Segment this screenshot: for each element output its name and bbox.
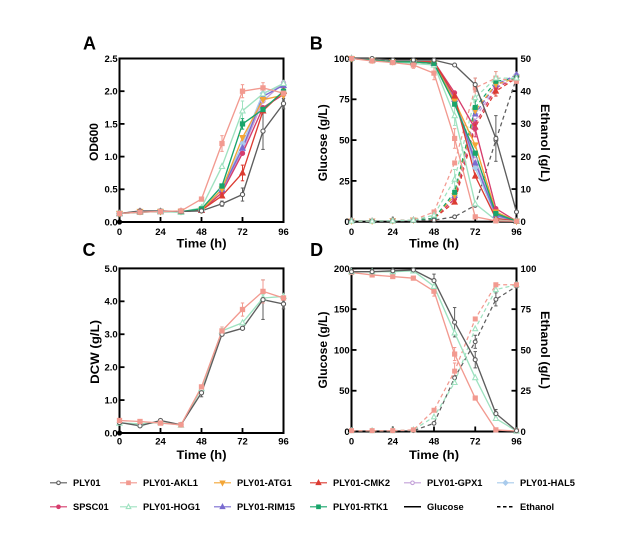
svg-text:96: 96 xyxy=(511,227,522,238)
svg-text:0.5: 0.5 xyxy=(104,185,118,196)
svg-text:48: 48 xyxy=(196,437,207,448)
svg-text:2.0: 2.0 xyxy=(104,363,117,374)
svg-text:PLY01-AKL1: PLY01-AKL1 xyxy=(143,478,198,488)
svg-text:0: 0 xyxy=(349,227,354,238)
svg-text:0: 0 xyxy=(117,227,122,238)
svg-text:PLY01-CMK2: PLY01-CMK2 xyxy=(333,478,390,488)
svg-text:96: 96 xyxy=(511,437,522,448)
svg-text:24: 24 xyxy=(388,437,399,448)
svg-text:48: 48 xyxy=(429,227,440,238)
svg-text:PLY01-HOG1: PLY01-HOG1 xyxy=(143,502,200,512)
svg-text:2.5: 2.5 xyxy=(104,54,118,65)
svg-text:Ethanol (g/L): Ethanol (g/L) xyxy=(538,104,552,182)
svg-text:0: 0 xyxy=(117,437,122,448)
svg-text:24: 24 xyxy=(155,227,166,238)
svg-text:PLY01-GPX1: PLY01-GPX1 xyxy=(427,478,482,488)
svg-text:SPSC01: SPSC01 xyxy=(73,502,109,512)
svg-text:40: 40 xyxy=(521,87,532,98)
svg-text:100: 100 xyxy=(334,345,350,356)
svg-text:0: 0 xyxy=(521,427,526,438)
svg-text:25: 25 xyxy=(339,176,350,187)
svg-text:50: 50 xyxy=(339,136,350,147)
svg-text:A: A xyxy=(83,33,96,53)
svg-text:1.5: 1.5 xyxy=(104,119,118,130)
svg-text:50: 50 xyxy=(339,386,350,397)
svg-text:Time (h): Time (h) xyxy=(177,448,227,462)
svg-text:Glucose: Glucose xyxy=(427,502,464,512)
svg-text:48: 48 xyxy=(429,437,440,448)
svg-text:PLY01-RTK1: PLY01-RTK1 xyxy=(333,502,388,512)
svg-text:Glucose (g/L): Glucose (g/L) xyxy=(316,104,330,181)
svg-text:Ethanol (g/L): Ethanol (g/L) xyxy=(538,311,552,389)
svg-text:B: B xyxy=(310,33,323,53)
svg-text:Time (h): Time (h) xyxy=(409,236,459,250)
svg-text:72: 72 xyxy=(237,227,248,238)
svg-text:4.0: 4.0 xyxy=(104,297,117,308)
svg-text:Glucose (g/L): Glucose (g/L) xyxy=(316,311,330,388)
svg-text:25: 25 xyxy=(521,386,532,397)
svg-text:30: 30 xyxy=(521,119,532,130)
svg-text:150: 150 xyxy=(334,305,350,316)
svg-text:1.0: 1.0 xyxy=(104,152,117,163)
svg-text:Ethanol: Ethanol xyxy=(520,502,554,512)
svg-text:0.0: 0.0 xyxy=(104,217,117,228)
svg-text:100: 100 xyxy=(334,54,350,65)
svg-text:PLY01-ATG1: PLY01-ATG1 xyxy=(237,478,292,488)
svg-text:20: 20 xyxy=(521,152,532,163)
svg-text:Time (h): Time (h) xyxy=(177,236,227,250)
svg-text:200: 200 xyxy=(334,264,350,275)
svg-text:PLY01: PLY01 xyxy=(73,478,101,488)
svg-text:1.0: 1.0 xyxy=(104,396,117,407)
svg-text:72: 72 xyxy=(237,437,248,448)
svg-text:72: 72 xyxy=(470,227,481,238)
svg-text:96: 96 xyxy=(278,227,289,238)
svg-text:100: 100 xyxy=(521,264,537,275)
svg-text:50: 50 xyxy=(521,54,532,65)
svg-text:72: 72 xyxy=(470,437,481,448)
svg-text:Time (h): Time (h) xyxy=(409,448,459,462)
svg-text:0: 0 xyxy=(344,427,349,438)
svg-text:24: 24 xyxy=(155,437,166,448)
svg-text:2.0: 2.0 xyxy=(104,87,117,98)
svg-text:10: 10 xyxy=(521,185,532,196)
svg-text:PLY01-HAL5: PLY01-HAL5 xyxy=(520,478,575,488)
svg-text:3.0: 3.0 xyxy=(104,330,117,341)
svg-text:48: 48 xyxy=(196,227,207,238)
svg-text:75: 75 xyxy=(521,305,532,316)
svg-text:0: 0 xyxy=(349,437,354,448)
svg-text:0.0: 0.0 xyxy=(104,428,117,439)
svg-text:24: 24 xyxy=(388,227,399,238)
svg-text:D: D xyxy=(310,240,323,260)
svg-text:5.0: 5.0 xyxy=(104,264,117,275)
svg-text:PLY01-RIM15: PLY01-RIM15 xyxy=(237,502,295,512)
svg-text:75: 75 xyxy=(339,95,350,106)
svg-text:50: 50 xyxy=(521,345,532,356)
svg-text:DCW (g/L): DCW (g/L) xyxy=(88,320,102,384)
svg-text:96: 96 xyxy=(278,437,289,448)
svg-text:0: 0 xyxy=(521,217,526,228)
svg-text:0: 0 xyxy=(344,217,349,228)
svg-text:C: C xyxy=(83,240,96,260)
svg-text:OD600: OD600 xyxy=(87,123,101,161)
